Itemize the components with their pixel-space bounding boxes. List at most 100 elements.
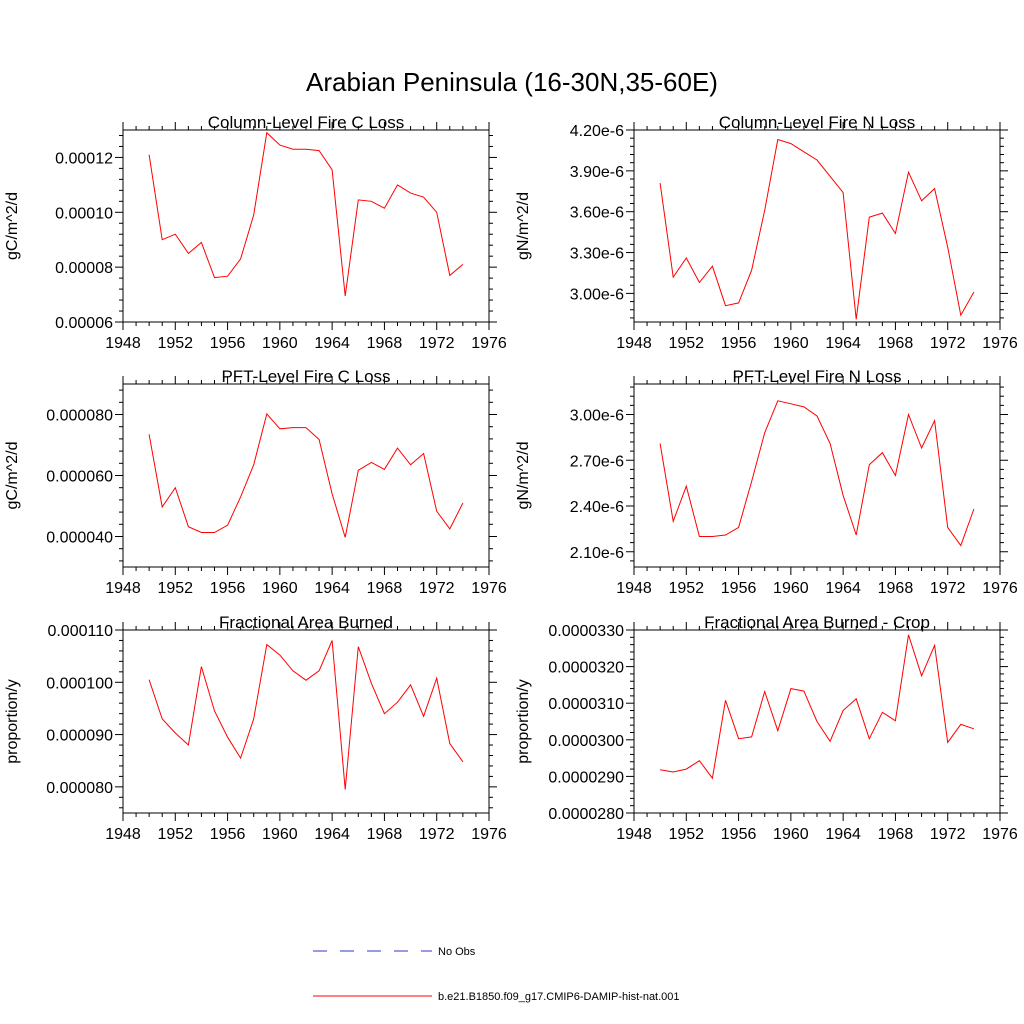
plot-frame: [122, 383, 490, 568]
x-tick-label: 1952: [157, 826, 193, 843]
y-tick-label: 0.00010: [55, 205, 113, 222]
y-axis-label: proportion/y: [4, 679, 21, 764]
y-tick-label: 2.40e-6: [570, 499, 624, 516]
x-tick-label: 1948: [105, 580, 141, 597]
y-tick-label: 0.000100: [46, 675, 113, 692]
x-tick-label: 1972: [930, 826, 966, 843]
y-tick-label: 0.0000300: [548, 733, 624, 750]
y-axis-label: gC/m^2/d: [4, 442, 21, 510]
plot-frame: [122, 129, 490, 323]
x-tick-label: 1956: [721, 335, 757, 352]
series-line: [659, 400, 975, 547]
y-tick-label: 0.000080: [46, 408, 113, 425]
plot-frame: [633, 129, 1001, 323]
x-tick-label: 1956: [210, 580, 246, 597]
y-axis-label: gC/m^2/d: [4, 192, 21, 260]
y-tick-label: 0.0000280: [548, 806, 624, 823]
x-tick-label: 1968: [878, 826, 914, 843]
y-tick-label: 0.0000320: [548, 660, 624, 677]
series-line: [148, 640, 464, 790]
x-tick-label: 1968: [878, 580, 914, 597]
y-tick-label: 0.000110: [47, 623, 113, 640]
legend-item: No Obs: [313, 946, 476, 958]
y-tick-label: 0.0000330: [548, 623, 624, 640]
x-tick-label: 1968: [367, 826, 403, 843]
x-tick-label: 1976: [982, 826, 1018, 843]
x-tick-label: 1956: [210, 826, 246, 843]
x-tick-label: 1972: [930, 580, 966, 597]
legend: No Obs b.e21.B1850.f09_g17.CMIP6-DAMIP-hi…: [313, 946, 680, 1003]
y-axis-label: proportion/y: [515, 679, 532, 764]
series-line: [148, 131, 464, 296]
x-tick-label: 1964: [825, 826, 861, 843]
main-title: Arabian Peninsula (16-30N,35-60E): [306, 67, 718, 97]
x-tick-label: 1956: [721, 826, 757, 843]
y-tick-label: 3.00e-6: [570, 408, 624, 425]
panel-title: Fractional Area Burned: [219, 613, 393, 632]
panel-title: PFT-Level Fire C Loss: [221, 367, 390, 386]
y-tick-label: 0.00008: [55, 260, 113, 277]
x-tick-label: 1964: [825, 580, 861, 597]
chart-panel-5: Fractional Area Burned 1948 1952 1956 1960 19…: [4, 613, 507, 843]
series-line: [659, 138, 975, 320]
x-tick-label: 1968: [878, 335, 914, 352]
legend-label: No Obs: [438, 946, 476, 958]
x-tick-label: 1976: [471, 335, 507, 352]
y-tick-label: 0.000060: [46, 469, 113, 486]
x-tick-label: 1972: [930, 335, 966, 352]
y-tick-label: 2.70e-6: [570, 453, 624, 470]
x-tick-label: 1960: [262, 580, 298, 597]
plot-frame: [633, 383, 1001, 568]
x-tick-label: 1960: [262, 826, 298, 843]
x-tick-label: 1948: [105, 335, 141, 352]
x-tick-label: 1948: [616, 580, 652, 597]
y-tick-label: 3.30e-6: [570, 246, 624, 263]
x-tick-label: 1952: [668, 335, 704, 352]
y-tick-label: 2.10e-6: [570, 545, 624, 562]
x-tick-label: 1960: [773, 826, 809, 843]
y-tick-label: 0.00006: [55, 315, 113, 332]
x-tick-label: 1960: [773, 580, 809, 597]
x-tick-label: 1972: [419, 580, 455, 597]
x-tick-label: 1948: [616, 826, 652, 843]
y-tick-label: 3.60e-6: [570, 205, 624, 222]
panel-title: PFT-Level Fire N Loss: [732, 367, 901, 386]
x-tick-label: 1952: [157, 335, 193, 352]
y-tick-label: 3.90e-6: [570, 164, 624, 181]
y-tick-label: 0.0000290: [548, 769, 624, 786]
x-tick-label: 1964: [314, 335, 350, 352]
x-tick-label: 1976: [471, 580, 507, 597]
y-tick-label: 0.00012: [55, 150, 113, 167]
y-tick-label: 0.000090: [46, 728, 113, 745]
x-tick-label: 1948: [105, 826, 141, 843]
x-tick-label: 1964: [314, 580, 350, 597]
x-tick-label: 1976: [982, 580, 1018, 597]
x-tick-label: 1956: [721, 580, 757, 597]
x-tick-label: 1960: [262, 335, 298, 352]
x-tick-label: 1968: [367, 335, 403, 352]
x-tick-label: 1964: [314, 826, 350, 843]
chart-panels: Column-Level Fire C Loss 1948 1952 1956 1960…: [4, 113, 1018, 843]
series-line: [660, 634, 975, 780]
plot-frame: [122, 629, 490, 814]
chart-panel-1: Column-Level Fire C Loss 1948 1952 1956 1960…: [4, 113, 507, 352]
x-tick-label: 1956: [210, 335, 246, 352]
x-tick-label: 1960: [773, 335, 809, 352]
series-line: [148, 412, 464, 538]
x-tick-label: 1968: [367, 580, 403, 597]
x-tick-label: 1948: [616, 335, 652, 352]
x-tick-label: 1972: [419, 826, 455, 843]
y-tick-label: 0.0000310: [548, 696, 624, 713]
chart-panel-6: Fractional Area Burned - Crop 1948 1952 195…: [515, 613, 1018, 843]
x-tick-label: 1976: [471, 826, 507, 843]
x-tick-label: 1972: [419, 335, 455, 352]
y-tick-label: 0.000040: [46, 530, 113, 547]
panel-title: Column-Level Fire N Loss: [719, 113, 916, 132]
chart-panel-4: PFT-Level Fire N Loss 1948 1952 1956 1960 196…: [515, 367, 1018, 597]
y-tick-label: 3.00e-6: [570, 286, 624, 303]
y-tick-label: 0.000080: [46, 780, 113, 797]
legend-item: b.e21.B1850.f09_g17.CMIP6-DAMIP-hist-nat…: [313, 991, 680, 1003]
panel-title: Fractional Area Burned - Crop: [704, 613, 930, 632]
x-tick-label: 1952: [157, 580, 193, 597]
